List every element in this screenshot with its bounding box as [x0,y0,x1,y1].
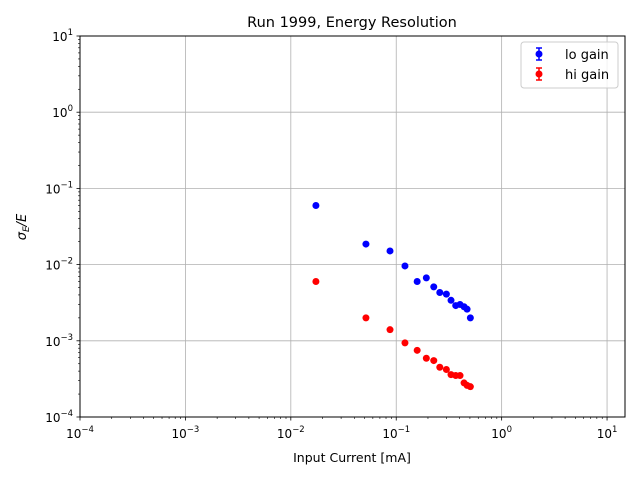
data-point [442,366,450,374]
y-tick-label: 10−4 [45,409,73,425]
legend-label: hi gain [565,68,609,83]
data-point [466,383,474,391]
y-axis-ticks: 10−4 10−3 10−2 10−1 100 101 [45,28,80,425]
grid [79,35,625,418]
chart-title: Run 1999, Energy Resolution [247,15,457,31]
data-point [312,201,320,209]
data-point [401,262,409,270]
y-axis-label: σE/E [15,213,32,240]
y-tick-label: 10−3 [45,333,73,349]
legend-box [520,41,619,89]
data-point [463,305,471,313]
data-point [430,357,438,365]
y-tick-label: 10−2 [45,257,73,273]
x-axis-ticks: 10−4 10−3 10−2 10−1 100 101 [66,417,617,441]
data-point [422,354,430,362]
legend-marker-icon [535,70,543,78]
legend-item-hi-gain: hi gain [535,67,609,83]
data-point [401,339,409,347]
data-point [362,314,370,322]
data-points [312,201,474,391]
data-point [442,290,450,298]
y-tick-label: 101 [52,28,73,44]
data-point [413,346,421,354]
legend-label: lo gain [565,48,609,63]
x-tick-label: 10−3 [172,425,200,441]
x-tick-label: 101 [597,425,618,441]
legend: lo gain hi gain [520,41,619,89]
data-point [413,278,421,286]
data-point [422,274,430,282]
legend-item-lo-gain: lo gain [535,47,609,63]
x-tick-label: 100 [491,425,512,441]
data-point [456,372,464,380]
x-tick-label: 10−2 [277,425,305,441]
data-point [466,314,474,322]
data-point [436,363,444,371]
x-axis-label: Input Current [mA] [293,450,411,465]
y-tick-label: 100 [52,104,73,120]
data-point [447,296,455,304]
series-lo-gain [312,201,474,322]
y-tick-label: 10−1 [45,180,73,196]
data-point [430,283,438,291]
data-point [386,247,394,255]
data-point [362,240,370,248]
plot-frame [79,35,626,418]
x-tick-label: 10−4 [66,425,94,441]
svg-text:σE/E: σE/E [15,213,32,240]
data-point [386,326,394,334]
series-hi-gain [312,278,474,391]
data-point [436,289,444,297]
legend-marker-icon [535,50,543,58]
data-point [312,278,320,286]
x-tick-label: 10−1 [382,425,410,441]
